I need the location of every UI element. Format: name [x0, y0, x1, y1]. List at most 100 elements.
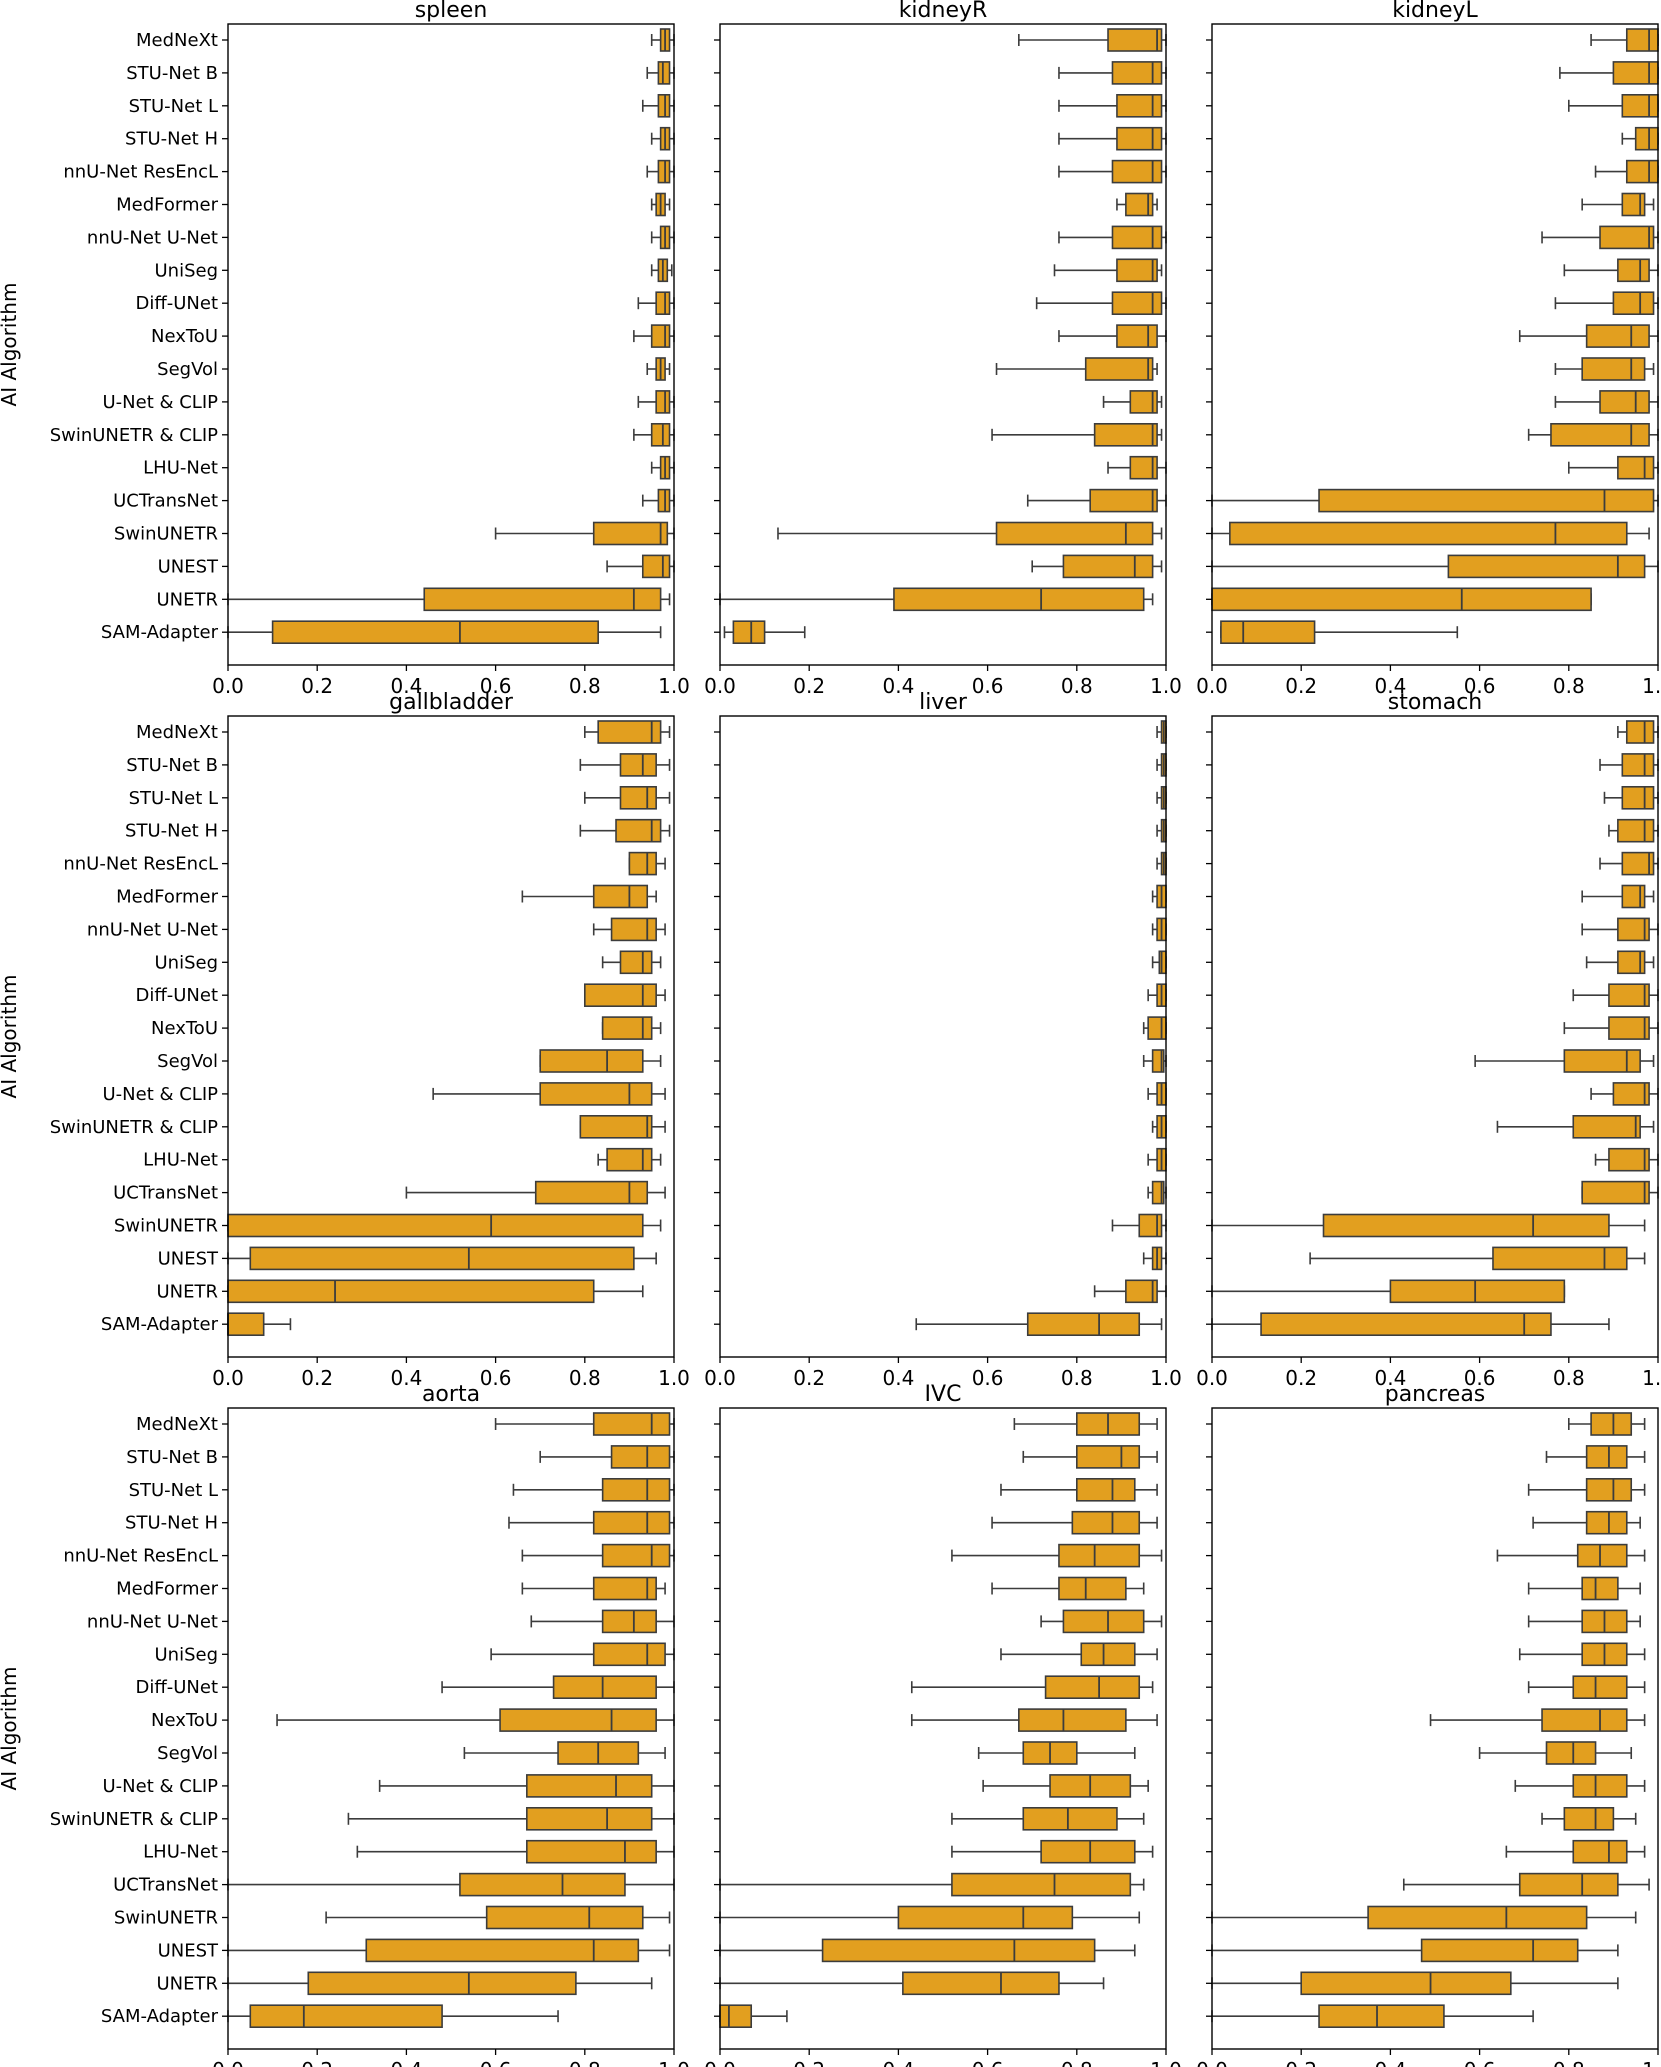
box-iqr [1129, 390, 1158, 414]
box-iqr [1572, 1115, 1641, 1139]
box-Diff-UNet [910, 1675, 1154, 1699]
box-iqr [1572, 1675, 1628, 1699]
x-tick-label: 0.2 [793, 674, 825, 698]
box-SwinUNETR [1111, 1213, 1167, 1238]
box-iqr [601, 1609, 657, 1634]
box-iqr [1089, 488, 1158, 513]
box-SAM-Adapter [227, 2004, 559, 2028]
box-iqr [1617, 818, 1655, 843]
box-iqr [1125, 192, 1154, 217]
box-iqr [1621, 851, 1655, 876]
box-SwinUNETR & CLIP [633, 422, 675, 447]
x-tick-label: 0.2 [301, 2058, 333, 2067]
panel-stomach: stomach 0.0 0.2 0.4 0.6 0.8 1.0 [1196, 690, 1661, 1390]
box-UCTransNet [1026, 488, 1167, 513]
box-SegVol [646, 357, 671, 381]
box-U-Net & CLIP [1102, 390, 1163, 414]
x-tick-label: 0.2 [301, 674, 333, 698]
x-tick-label: 0.0 [1196, 674, 1228, 698]
box-iqr [628, 851, 657, 876]
box-MedNeXt [583, 720, 671, 744]
box-STU-Net B [1156, 753, 1167, 777]
category-label: NexToU [151, 1710, 218, 1731]
x-tick-label: 0.8 [569, 1366, 601, 1390]
box-iqr [499, 1708, 657, 1732]
box-iqr [1625, 159, 1659, 184]
box-iqr [1585, 1510, 1628, 1535]
box-SAM-Adapter [1220, 620, 1459, 645]
category-label: SwinUNETR [114, 1216, 218, 1237]
category-label: SwinUNETR & CLIP [50, 425, 218, 446]
box-nnU-Net ResEncL [1156, 851, 1167, 876]
panel-liver: liver 0.0 0.2 0.4 0.6 0.8 1.0 [704, 690, 1182, 1390]
box-SegVol [1478, 1741, 1633, 1765]
box-nnU-Net U-Net [1581, 917, 1659, 942]
box-iqr [592, 1510, 671, 1535]
x-tick-label: 1.0 [658, 2058, 690, 2067]
box-iqr [526, 1839, 657, 1864]
box-MedFormer [1581, 192, 1655, 217]
box-SwinUNETR & CLIP [579, 1115, 666, 1139]
category-label: UCTransNet [113, 491, 218, 512]
x-tick-label: 0.4 [882, 1366, 914, 1390]
panel-aorta: aorta AI Algorithm MedNeXt STU-Net B STU-Net… [0, 1382, 690, 2067]
box-iqr [1612, 61, 1659, 85]
plot-frame [227, 1407, 675, 2050]
category-label: UCTransNet [113, 1875, 218, 1896]
box-iqr [1621, 753, 1655, 777]
box-iqr [1608, 1016, 1650, 1040]
box-iqr [1617, 258, 1650, 283]
box-nnU-Net U-Net [1151, 917, 1167, 942]
box-SegVol [539, 1049, 662, 1073]
box-iqr [1111, 291, 1163, 316]
category-label: MedFormer [116, 887, 218, 908]
box-iqr [1518, 1872, 1619, 1897]
x-tick-label: 0.0 [704, 2058, 736, 2067]
box-MedFormer [1527, 1576, 1641, 1601]
x-tick-label: 0.6 [972, 674, 1004, 698]
box-LHU-Net [1147, 1147, 1167, 1172]
box-iqr [1585, 1445, 1628, 1469]
box-UniSeg [1151, 950, 1167, 975]
box-MedNeXt [1018, 28, 1167, 52]
box-iqr [951, 1872, 1132, 1897]
box-STU-Net L [641, 94, 675, 118]
category-label: NexToU [151, 1018, 218, 1039]
x-tick-label: 1.0 [1642, 674, 1661, 698]
box-iqr [1129, 455, 1158, 480]
category-label: UNETR [156, 589, 218, 610]
box-STU-Net B [1022, 1445, 1158, 1469]
box-SAM-Adapter [1211, 2004, 1534, 2028]
box-iqr [1572, 1774, 1628, 1798]
category-label: U-Net & CLIP [102, 392, 218, 413]
x-tick-label: 0.8 [569, 2058, 601, 2067]
category-label: SwinUNETR & CLIP [50, 1809, 218, 1830]
category-label: MedNeXt [136, 1414, 218, 1435]
box-iqr [1581, 357, 1646, 381]
box-iqr [597, 720, 662, 744]
box-iqr [1076, 1478, 1136, 1502]
category-label: NexToU [151, 326, 218, 347]
y-axis-label: AI Algorithm [0, 975, 21, 1099]
box-STU-Net H [991, 1510, 1158, 1535]
box-iqr [1492, 1246, 1628, 1271]
box-iqr [1621, 785, 1655, 810]
box-UCTransNet [641, 488, 675, 513]
box-SAM-Adapter [915, 1312, 1163, 1336]
box-iqr [1545, 1741, 1597, 1765]
box-MedNeXt [1617, 720, 1659, 744]
box-Diff-UNet [1554, 291, 1659, 316]
box-UCTransNet [1147, 1180, 1167, 1205]
x-tick-label: 0.0 [1196, 1366, 1228, 1390]
box-iqr [1576, 1543, 1628, 1568]
box-MedFormer [1581, 884, 1655, 909]
box-iqr [641, 554, 671, 579]
box-MedFormer [650, 192, 671, 217]
category-label: SegVol [157, 359, 218, 380]
x-tick-label: 0.6 [1464, 674, 1496, 698]
category-label: STU-Net L [129, 788, 218, 809]
x-tick-label: 1.0 [658, 1366, 690, 1390]
box-STU-Net B [1599, 753, 1659, 777]
box-SwinUNETR [1211, 1905, 1637, 1930]
x-tick-label: 0.2 [301, 1366, 333, 1390]
